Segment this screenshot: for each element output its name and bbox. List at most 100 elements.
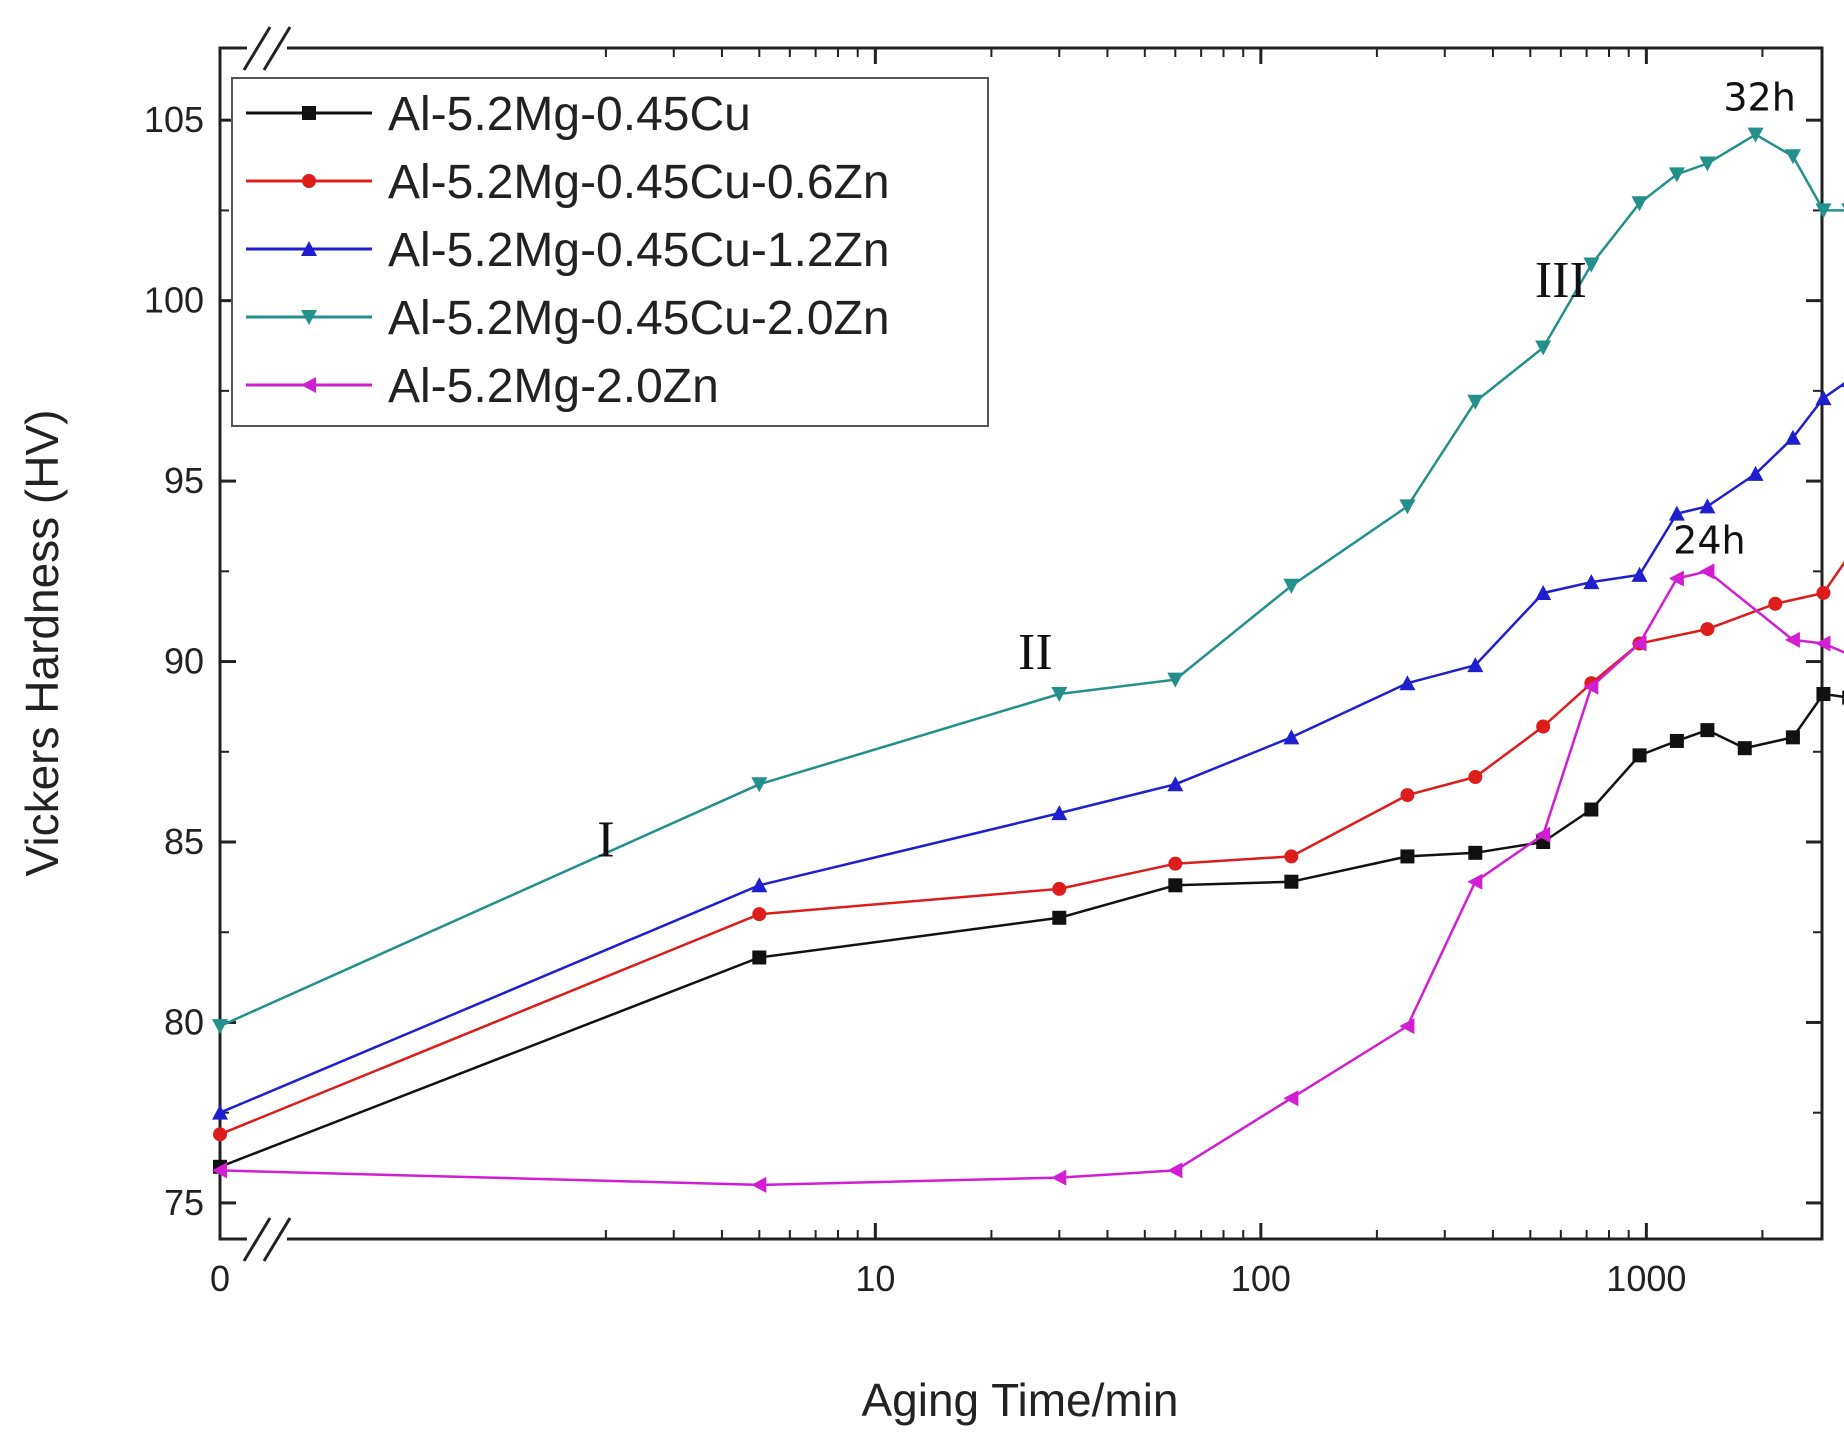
legend-marker [302,174,316,188]
data-point [1283,578,1300,594]
data-point [1400,788,1415,803]
axis-break-bottom [242,1217,292,1262]
series-3 [212,381,1844,1120]
data-point [1051,1169,1067,1186]
series-line [219,133,1844,1028]
legend-label: Al-5.2Mg-0.45Cu-1.2Zn [388,224,890,277]
legend-marker [301,241,317,256]
data-point [1535,340,1552,356]
data-point [1737,741,1752,756]
legend-label: Al-5.2Mg-0.45Cu [388,88,751,141]
y-axis-title: Vickers Hardness (HV) [16,410,68,877]
data-point [1167,776,1184,792]
data-point [1631,635,1647,652]
data-point [1583,574,1600,590]
data-point [1284,874,1299,889]
data-point [1668,570,1684,587]
data-point [1167,672,1184,688]
data-point [1816,687,1831,702]
data-point [212,1162,227,1179]
data-point [212,1104,228,1120]
stage-label: III [1535,252,1587,309]
data-point [752,907,767,922]
data-point [1168,878,1183,893]
data-point [1536,719,1551,734]
data-point [1768,596,1783,611]
data-point [1400,849,1415,864]
data-point [1467,394,1484,410]
data-point [1051,805,1068,821]
x-tick-label: 1000 [1606,1258,1686,1299]
x-tick-label: 100 [1231,1258,1291,1299]
data-point [1467,657,1484,673]
legend-item: Al-5.2Mg-0.45Cu-0.6Zn [246,156,890,209]
y-tick-label: 105 [144,99,204,140]
annotation-layer: 32h80h104h168h24hIIIIIIIV [597,76,1796,869]
legend-label: Al-5.2Mg-2.0Zn [388,360,719,413]
data-point [1167,1162,1183,1179]
data-point [1631,566,1648,582]
data-point [751,777,768,793]
data-point [1399,1018,1415,1035]
y-tick-label: 100 [144,280,204,321]
data-point [1784,149,1801,165]
data-point [1815,635,1831,652]
peak-label: 24h [1673,518,1745,562]
data-point [213,1127,227,1142]
data-point [1668,167,1685,183]
legend: Al-5.2Mg-0.45Cu Al-5.2Mg-0.45Cu-0.6Zn Al-5… [231,77,989,427]
series-5 [212,563,1844,1193]
data-point [1467,873,1483,890]
legend-label: Al-5.2Mg-0.45Cu-2.0Zn [388,292,890,345]
data-point [1699,156,1716,172]
data-point [1785,730,1800,745]
series-4 [212,127,1844,1035]
legend-item: Al-5.2Mg-0.45Cu [246,88,751,141]
data-point [1700,723,1715,738]
data-point [1535,584,1552,600]
data-point [1468,770,1483,785]
x-axis-title: Aging Time/min [861,1374,1178,1426]
data-point [1583,678,1599,695]
data-point [1283,1090,1299,1107]
data-point [1815,390,1832,406]
data-point [1668,505,1685,521]
legend-item: Al-5.2Mg-0.45Cu-2.0Zn [246,292,890,345]
data-point [1632,748,1647,763]
y-tick-label: 90 [164,641,204,682]
axis-break-top [242,26,292,71]
series-2 [213,560,1844,1142]
data-point [751,1176,767,1193]
data-point [1815,203,1832,219]
x-tick-label: 10 [855,1258,895,1299]
data-point [1168,856,1183,871]
data-point [1399,675,1416,691]
legend-item: Al-5.2Mg-0.45Cu-1.2Zn [246,224,890,277]
data-point [1669,733,1684,748]
series-1 [213,687,1844,1174]
data-point [1842,690,1844,705]
data-point [1468,845,1483,860]
y-axis-ticks: 75 80 85 90 95 100 105 [144,99,1822,1223]
legend-box [231,77,989,427]
data-point [752,950,767,965]
legend-label: Al-5.2Mg-0.45Cu-0.6Zn [388,156,890,209]
x-tick-label: 0 [210,1258,230,1299]
y-tick-label: 85 [164,821,204,862]
y-tick-label: 75 [164,1182,204,1223]
data-point [1747,465,1764,481]
data-point [1631,196,1648,212]
data-point [1284,849,1299,864]
data-point [1699,563,1715,580]
data-point [751,877,768,893]
data-point [1784,631,1800,648]
series-line [219,382,1844,1114]
y-tick-label: 80 [164,1001,204,1042]
data-point [1052,881,1067,896]
x-axis-ticks: 010100100010000 [210,48,1764,1299]
data-point [1584,802,1599,817]
data-point [1699,498,1716,514]
stage-label: I [597,811,614,868]
legend-marker [301,377,316,393]
